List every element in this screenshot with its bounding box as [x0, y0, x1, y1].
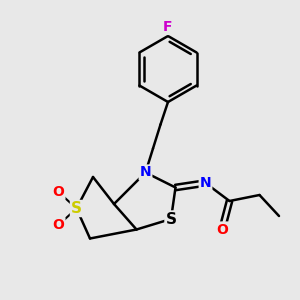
Text: S: S	[166, 212, 176, 226]
Text: S: S	[71, 201, 82, 216]
Text: F: F	[163, 20, 173, 34]
Text: O: O	[52, 218, 64, 232]
Text: N: N	[140, 166, 151, 179]
Text: O: O	[52, 185, 64, 199]
Text: O: O	[216, 223, 228, 236]
Text: N: N	[200, 176, 211, 190]
